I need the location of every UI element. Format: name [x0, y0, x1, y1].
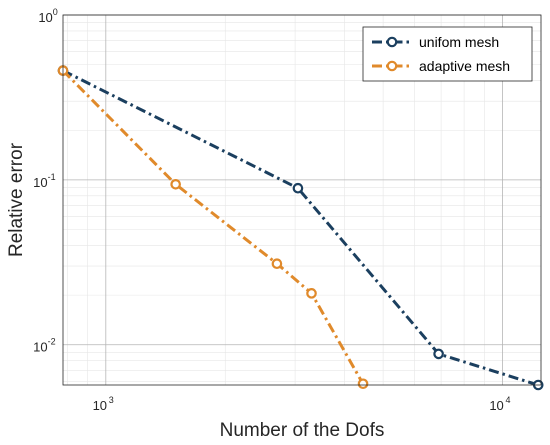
data-point-2: [306, 288, 317, 299]
data-point-2: [271, 258, 283, 270]
data-point-2: [357, 378, 369, 390]
y-tick-exponent: 0: [53, 7, 58, 17]
x-axis-label: Number of the Dofs: [220, 420, 385, 441]
x-tick-exponent: 4: [506, 395, 511, 405]
y-tick-label: 10: [33, 340, 47, 355]
legend-box: [362, 26, 533, 82]
data-point-1: [433, 348, 444, 360]
y-tick-label: 10: [33, 175, 47, 190]
data-point-1: [292, 182, 304, 194]
data-point-2: [170, 179, 181, 190]
series-line-1: [62, 69, 539, 387]
legend-label: unifom mesh: [419, 34, 499, 50]
y-tick-exponent: -1: [48, 172, 56, 182]
plot-frame: [62, 14, 542, 386]
y-axis-label: Relative error: [6, 142, 27, 257]
x-tick-exponent: 3: [109, 395, 114, 405]
y-tick-label: 10: [38, 10, 52, 25]
legend-swatch-marker: [386, 60, 398, 72]
x-tick-label: 10: [489, 398, 503, 413]
y-tick-exponent: -2: [48, 337, 56, 347]
legend-label: adaptive mesh: [419, 58, 510, 74]
legend: unifom mesh adaptive mesh: [362, 26, 533, 82]
x-tick-label: 10: [93, 398, 107, 413]
x-tick-labels: 10 3 10 4: [93, 395, 511, 413]
legend-swatch-marker: [386, 36, 398, 48]
